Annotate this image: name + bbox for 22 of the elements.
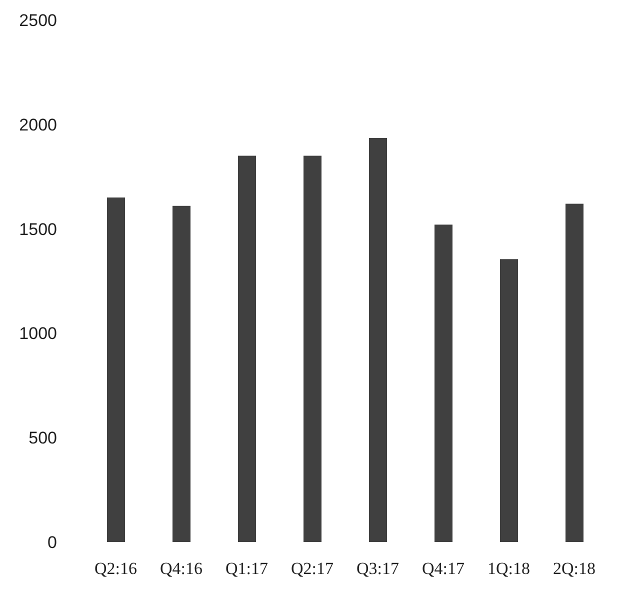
y-tick-label: 1000 xyxy=(19,324,57,344)
bar xyxy=(434,224,452,542)
x-tick-label: Q2:17 xyxy=(291,559,334,578)
x-tick-label: 2Q:18 xyxy=(553,559,596,578)
x-tick-label: Q3:17 xyxy=(356,559,400,578)
y-tick-label: 0 xyxy=(48,533,57,552)
x-tick-label: Q1:17 xyxy=(226,559,268,578)
bar xyxy=(566,204,584,542)
x-tick-label: 1Q:18 xyxy=(488,559,530,578)
bar xyxy=(238,156,256,542)
y-tick-label: 500 xyxy=(28,428,57,448)
bar xyxy=(500,259,518,542)
bar xyxy=(107,197,125,542)
bar xyxy=(172,206,190,542)
x-tick-label: Q4:16 xyxy=(160,559,202,578)
bar xyxy=(369,138,387,542)
y-tick-label: 2500 xyxy=(19,11,57,30)
x-tick-label: Q4:17 xyxy=(422,559,465,578)
bar xyxy=(304,156,322,542)
y-tick-label: 2000 xyxy=(19,115,57,134)
x-tick-label: Q2:16 xyxy=(94,559,137,578)
y-tick-label: 1500 xyxy=(19,220,57,239)
